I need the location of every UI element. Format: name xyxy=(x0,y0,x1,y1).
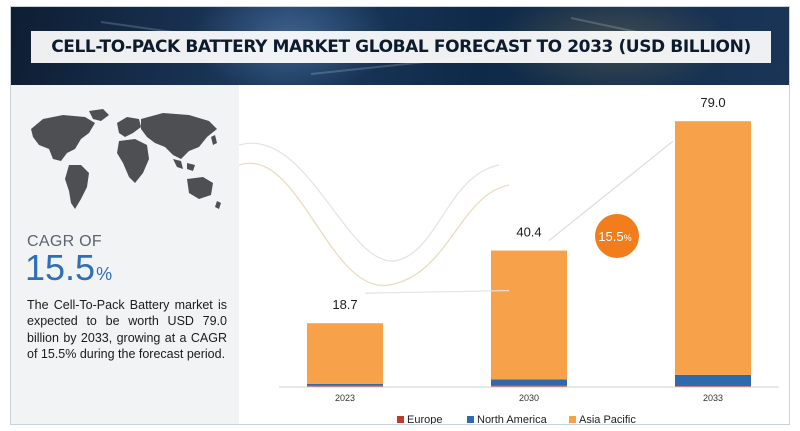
legend-label-europe: Europe xyxy=(407,414,442,425)
bar-2023-asia-pacific xyxy=(307,323,383,384)
bar-2030-asia-pacific xyxy=(491,250,567,380)
bar-2030-europe xyxy=(491,385,567,387)
page-title: CELL-TO-PACK BATTERY MARKET GLOBAL FOREC… xyxy=(51,37,751,57)
bar-2033-europe xyxy=(675,384,751,387)
bar-2030-north-america xyxy=(491,379,567,386)
infographic-frame: CELL-TO-PACK BATTERY MARKET GLOBAL FOREC… xyxy=(10,6,790,425)
market-description: The Cell-To-Pack Battery market is expec… xyxy=(27,298,227,361)
total-label-2030: 40.4 xyxy=(516,225,541,240)
cagr-bubble xyxy=(595,214,639,258)
total-label-2033: 79.0 xyxy=(700,95,725,110)
growth-line-1 xyxy=(364,289,510,294)
growth-line-2 xyxy=(548,140,674,242)
cagr-unit: % xyxy=(96,264,113,284)
bar-2033-asia-pacific xyxy=(675,121,751,375)
bar-2023-north-america xyxy=(307,383,383,386)
legend-label-north-america: North America xyxy=(477,414,548,425)
category-label-2023: 2023 xyxy=(335,393,355,403)
header-banner: CELL-TO-PACK BATTERY MARKET GLOBAL FOREC… xyxy=(11,7,789,85)
cagr-value: 15.5% xyxy=(25,247,112,289)
cagr-bubble-label: 15.5% xyxy=(598,229,631,244)
world-map-icon xyxy=(31,109,221,209)
cagr-label: CAGR OF xyxy=(27,233,102,250)
legend-swatch-asia-pacific xyxy=(569,416,576,423)
legend-swatch-europe xyxy=(397,416,404,423)
legend-label-asia-pacific: Asia Pacific xyxy=(579,414,636,425)
summary-panel: CAGR OF 15.5% The Cell-To-Pack Battery m… xyxy=(11,85,239,424)
category-label-2033: 2033 xyxy=(703,393,723,403)
category-label-2030: 2030 xyxy=(519,393,539,403)
stacked-bar-chart: 15.5% 18.7 40.4 79.0 2023 2030 2033 Europe No… xyxy=(239,95,779,425)
bar-2023-europe xyxy=(307,385,383,387)
bar-2033-north-america xyxy=(675,374,751,385)
cagr-number: 15.5 xyxy=(25,247,96,288)
legend-swatch-north-america xyxy=(467,416,474,423)
total-label-2023: 18.7 xyxy=(332,297,357,312)
title-band xyxy=(31,31,771,63)
